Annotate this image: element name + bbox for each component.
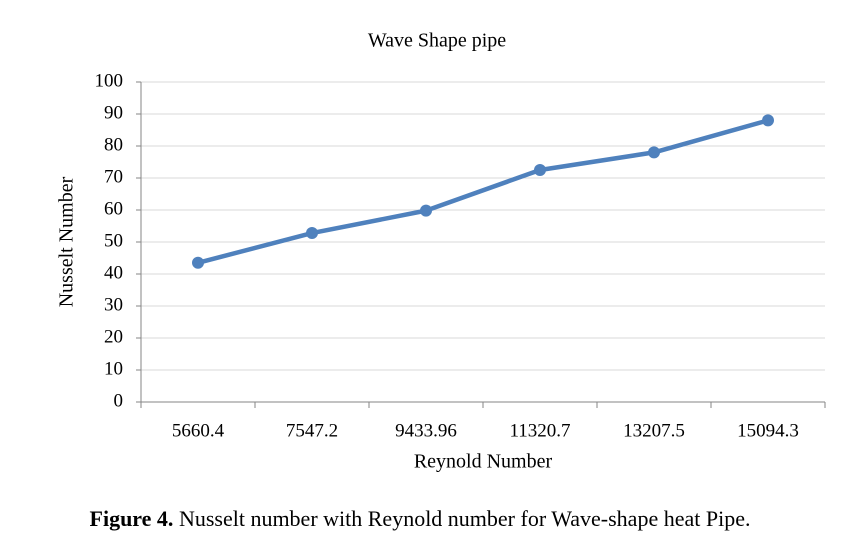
data-point [192,256,204,269]
y-tick-label: 70 [104,166,123,187]
y-tick-label: 0 [114,390,124,411]
x-tick-label: 9433.96 [395,420,457,441]
data-point [534,164,546,176]
y-tick-label: 40 [104,262,123,283]
data-point [762,114,774,127]
caption-text: Nusselt number with Reynold number for W… [179,506,751,531]
y-tick-label: 50 [104,230,123,251]
y-tick-label: 90 [104,102,123,123]
data-line [195,118,771,266]
y-axis-label: Nusselt Number [56,176,78,307]
data-point [648,146,660,159]
y-tick-label: 60 [104,198,123,219]
data-point [306,227,318,240]
y-tick-label: 100 [95,70,124,91]
data-point [420,204,432,217]
x-tick-label: 15094.3 [737,420,799,441]
y-tick-label: 10 [104,358,123,379]
caption-label: Figure 4. [90,506,174,531]
chart-title: Wave Shape pipe [368,30,506,52]
y-tick-label: 20 [104,326,123,347]
x-axis-label: Reynold Number [414,451,553,473]
y-tick-label: 30 [104,294,123,315]
x-tick-label: 13207.5 [623,420,685,441]
x-tick-label: 5660.4 [172,420,225,441]
x-tick-label: 11320.7 [509,420,570,441]
x-tick-label: 7547.2 [286,420,338,441]
figure-caption: Figure 4. Nusselt number with Reynold nu… [90,506,751,531]
y-tick-label: 80 [104,134,123,155]
